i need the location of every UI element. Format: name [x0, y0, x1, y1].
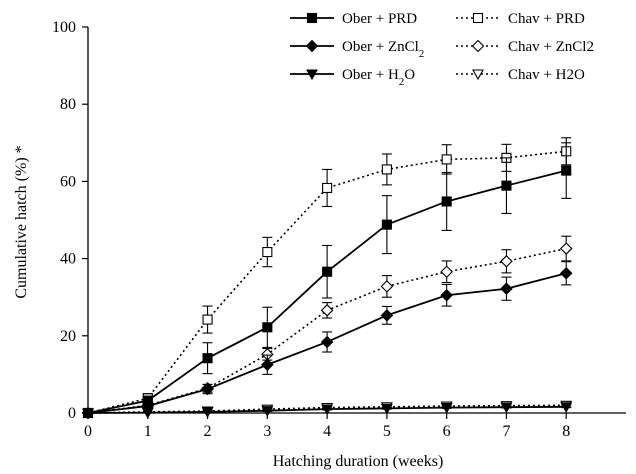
x-tick-label: 5 — [383, 423, 391, 440]
y-axis-label: Cumulative hatch (%) * — [13, 145, 30, 298]
data-point — [321, 404, 334, 416]
axes: 0 20 40 60 80 100 0 1 2 3 4 5 6 7 8 — [52, 19, 626, 440]
legend-marker — [305, 39, 319, 53]
data-point — [440, 265, 453, 279]
data-point — [201, 407, 214, 418]
data-point — [501, 180, 512, 191]
legend-label: Chav + PRD — [508, 11, 585, 27]
data-point — [500, 402, 513, 414]
legend-marker — [471, 39, 485, 53]
legend-marker — [306, 69, 318, 81]
data-point — [380, 309, 394, 322]
data-point — [560, 402, 573, 413]
legend-label: Chav + H2O — [508, 67, 585, 83]
y-tick-label: 40 — [60, 251, 76, 268]
data-point — [202, 314, 213, 325]
legend: Ober + PRD Ober + ZnCl2 Ober + H2O Chav + P… — [290, 11, 594, 88]
legend-item: Ober + ZnCl2 — [290, 39, 424, 60]
data-point — [322, 266, 333, 277]
data-point — [320, 304, 334, 317]
data-point — [500, 255, 513, 268]
legend-label: Ober + PRD — [342, 11, 417, 27]
x-tick-label: 3 — [263, 423, 271, 440]
data-point — [261, 358, 274, 372]
legend-label: Chav + ZnCl2 — [508, 39, 594, 55]
data-point — [262, 246, 273, 258]
series-line — [87, 150, 567, 414]
data-point — [559, 266, 573, 280]
series-ober-prd — [82, 142, 572, 419]
legend-item: Chav + PRD — [456, 11, 585, 27]
x-tick-label: 6 — [443, 423, 451, 440]
data-point — [380, 403, 393, 415]
data-point — [261, 406, 274, 417]
data-point — [381, 164, 392, 175]
legend-label: Ober + H2O — [342, 67, 415, 88]
data-point — [202, 353, 213, 364]
data-point — [262, 322, 273, 333]
x-tick-label: 1 — [144, 423, 152, 440]
data-point — [441, 154, 452, 165]
data-point — [141, 408, 154, 419]
legend-item: Chav + ZnCl2 — [456, 39, 594, 55]
data-point — [322, 182, 333, 194]
data-point — [201, 382, 214, 396]
x-tick-label: 8 — [562, 423, 570, 440]
data-point — [381, 219, 392, 230]
legend-label: Ober + ZnCl2 — [342, 39, 424, 60]
x-tick-label: 7 — [502, 423, 510, 440]
legend-marker — [306, 12, 318, 24]
data-point — [561, 165, 572, 176]
legend-item: Chav + H2O — [456, 67, 585, 83]
legend-marker — [472, 69, 484, 81]
y-tick-label: 80 — [60, 96, 76, 113]
x-tick-label: 2 — [204, 423, 212, 440]
x-tick-label: 0 — [84, 423, 92, 440]
y-tick-label: 100 — [52, 19, 76, 36]
x-axis-label: Hatching duration (weeks) — [273, 453, 444, 470]
legend-item: Ober + PRD — [290, 11, 417, 27]
legend-marker — [472, 12, 484, 24]
data-point — [320, 335, 334, 349]
y-tick-label: 20 — [60, 328, 76, 345]
data-point — [441, 196, 452, 207]
data-point — [559, 242, 573, 255]
y-tick-label: 60 — [60, 173, 76, 190]
data-point — [440, 403, 453, 414]
data-point — [500, 282, 513, 295]
data-point — [82, 408, 94, 420]
legend-item: Ober + H2O — [290, 67, 415, 88]
series-layer — [81, 137, 573, 420]
data-point — [380, 280, 394, 293]
series-ober-zncl2 — [81, 261, 573, 420]
x-tick-label: 4 — [323, 423, 331, 440]
y-tick-label: 0 — [68, 405, 76, 422]
data-point — [440, 288, 453, 302]
series-ober-h2o — [82, 402, 573, 420]
